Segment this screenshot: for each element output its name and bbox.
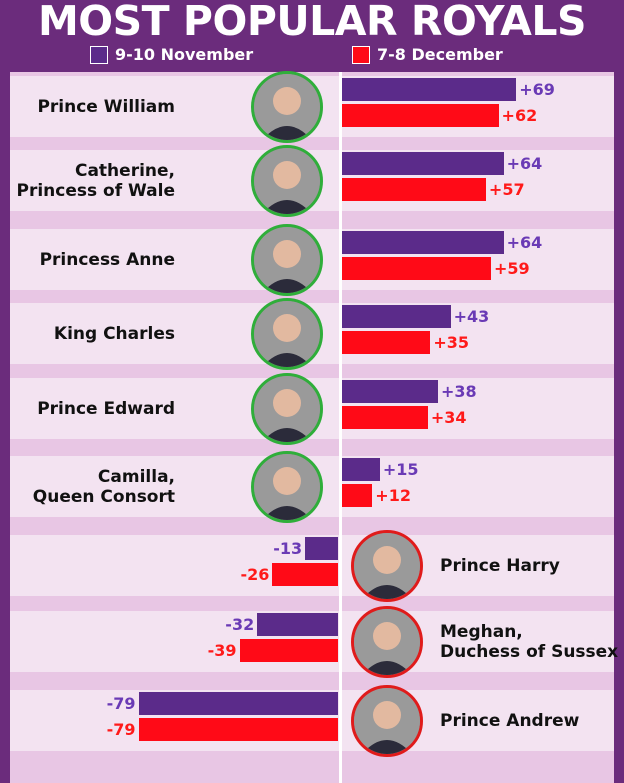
value-label-december: +57 [488,180,525,199]
value-label-november: -79 [106,694,136,713]
portrait-avatar [251,70,323,143]
bar-november [138,692,338,715]
portrait-avatar [251,144,323,217]
bar-november [342,152,504,175]
bar-december [342,104,499,127]
portrait-icon [254,453,320,520]
portrait-icon [254,226,320,293]
legend: 9-10 November 7-8 December [0,45,624,67]
value-label-december: +12 [375,486,411,505]
value-label-november: +69 [519,80,555,99]
value-label-november: -13 [273,539,303,558]
category-label: Prince Edward [37,398,175,419]
chart-title: MOST POPULAR ROYALS [38,0,586,45]
portrait-icon [254,375,320,442]
bar-november [305,537,338,560]
portrait-avatar [251,223,323,296]
portrait-avatar [251,372,323,445]
value-label-december: -26 [240,565,270,584]
value-label-december: +35 [433,333,470,352]
value-label-november: +64 [506,233,543,252]
bar-december [342,331,431,354]
bar-november [257,613,338,636]
portrait-avatar [351,684,423,757]
bar-december [272,563,338,586]
bar-december [342,178,486,201]
category-label: King Charles [53,323,175,344]
bar-december [342,406,428,429]
category-label: Prince Harry [440,555,560,576]
category-label: Camilla, Queen Consort [32,466,175,507]
legend-swatch-december [352,46,370,64]
legend-item-november: 9-10 November [90,45,253,65]
legend-swatch-november [90,46,108,64]
legend-label-december: 7-8 December [377,45,503,64]
portrait-avatar [251,450,323,523]
bar-november [342,78,517,101]
bar-november [342,305,451,328]
value-label-december: -39 [207,641,237,660]
bar-november [342,380,438,403]
portrait-icon [254,300,320,367]
portrait-avatar [351,605,423,678]
zero-axis-line [339,72,342,783]
value-label-november: +64 [506,154,543,173]
category-label: Princess Anne [39,249,175,270]
value-label-november: +38 [440,382,477,401]
portrait-icon [354,532,420,599]
category-label: Meghan, Duchess of Sussex [440,621,619,662]
category-label: Prince William [37,96,175,117]
portrait-icon [354,687,420,754]
portrait-icon [354,608,420,675]
category-label: Catherine, Princess of Wale [16,160,175,201]
portrait-icon [254,147,320,214]
bar-november [342,458,380,481]
value-label-november: -32 [225,615,255,634]
bar-november [342,231,504,254]
legend-label-november: 9-10 November [115,45,254,64]
bar-december [239,639,338,662]
portrait-icon [254,73,320,140]
portrait-avatar [351,529,423,602]
legend-item-december: 7-8 December [352,45,503,65]
bar-december [138,718,338,741]
category-label: Prince Andrew [440,710,580,731]
value-label-december: -79 [106,720,136,739]
bar-december [342,257,491,280]
value-label-december: +59 [493,259,530,278]
value-label-december: +62 [501,106,538,125]
portrait-avatar [251,297,323,370]
value-label-november: +43 [453,307,490,326]
bar-december [342,484,373,507]
value-label-november: +15 [382,460,419,479]
value-label-december: +34 [430,408,467,427]
